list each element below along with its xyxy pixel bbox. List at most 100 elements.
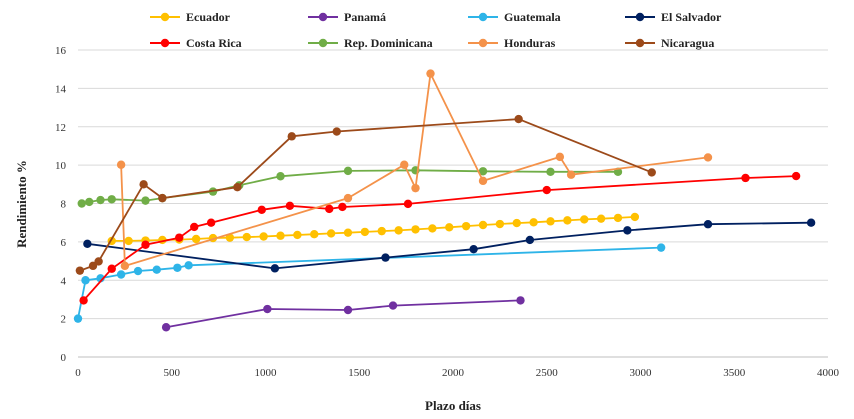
y-tick-label: 2: [61, 314, 67, 326]
data-point: [555, 152, 565, 162]
data-point: [263, 304, 272, 314]
data-point: [703, 220, 713, 229]
series-line: [82, 175, 797, 301]
data-point: [326, 229, 336, 238]
data-point: [120, 261, 130, 271]
data-point: [107, 264, 116, 273]
x-tick-label: 2500: [536, 367, 559, 379]
data-point: [381, 253, 390, 262]
legend-label: Panamá: [344, 10, 386, 24]
data-point: [445, 223, 454, 232]
x-tick-labels: 0 500 1000 1500 2000 2500 3000 3500 4000: [75, 367, 839, 379]
legend-item: Ecuador: [150, 10, 231, 24]
legend-swatch-marker: [478, 38, 488, 48]
legend-item: Costa Rica: [150, 36, 242, 50]
data-point: [703, 153, 713, 162]
series-line: [120, 72, 709, 267]
series-1: [161, 296, 525, 332]
data-point: [478, 220, 488, 230]
legend-swatch-marker: [318, 38, 328, 48]
legend-swatch-marker: [635, 38, 645, 48]
data-point: [806, 218, 816, 227]
legend-swatch-marker: [160, 12, 170, 22]
data-point: [75, 266, 85, 275]
legend-label: Rep. Dominicana: [344, 36, 433, 50]
data-point: [107, 195, 116, 204]
legend-label: Guatemala: [504, 10, 561, 24]
data-point: [426, 69, 435, 78]
legend-label: Costa Rica: [186, 36, 242, 50]
series-6: [116, 69, 713, 271]
data-point: [741, 173, 750, 183]
y-tick-label: 8: [61, 199, 67, 211]
y-tick-labels: 0 2 4 6 8 10 12 14 16: [55, 45, 67, 364]
legend-item: Guatemala: [468, 10, 561, 24]
data-point: [478, 176, 488, 186]
data-point: [613, 213, 623, 223]
legend-label: Nicaragua: [661, 36, 714, 50]
data-point: [566, 170, 576, 179]
data-point: [73, 314, 83, 323]
x-tick-label: 1000: [255, 367, 278, 379]
y-tick-label: 0: [61, 352, 67, 364]
y-tick-label: 10: [55, 160, 67, 172]
legend-swatch-marker: [160, 38, 170, 48]
data-point: [152, 265, 161, 274]
data-point: [116, 270, 126, 279]
data-point: [343, 305, 353, 315]
data-point: [310, 230, 319, 239]
data-point: [77, 199, 86, 208]
data-point: [400, 160, 409, 169]
data-point: [141, 240, 150, 249]
x-tick-label: 3000: [630, 367, 653, 379]
x-tick-label: 1500: [348, 367, 371, 379]
data-point: [191, 234, 201, 244]
data-point: [158, 193, 167, 203]
data-point: [276, 172, 285, 181]
x-tick-label: 500: [164, 367, 181, 379]
y-axis-title: Rendimiento %: [14, 160, 29, 248]
data-point: [343, 166, 353, 176]
data-point: [388, 301, 398, 310]
data-point: [285, 201, 295, 211]
data-point: [360, 227, 370, 237]
legend-label: El Salvador: [661, 10, 722, 24]
legend-item: El Salvador: [625, 10, 722, 24]
data-point: [88, 261, 98, 271]
data-point: [516, 296, 525, 305]
y-tick-label: 14: [55, 83, 67, 95]
data-point: [257, 205, 266, 215]
data-point: [461, 221, 471, 231]
legend-item: Panamá: [308, 10, 386, 24]
data-point: [276, 231, 285, 240]
data-point: [139, 180, 148, 189]
legend: Ecuador Panamá Guatemala El Salvador Costa R…: [150, 10, 722, 50]
series-line: [87, 221, 812, 270]
data-point: [81, 276, 90, 285]
x-tick-label: 4000: [817, 367, 840, 379]
data-point: [175, 233, 184, 242]
data-point: [233, 182, 242, 192]
data-point: [79, 296, 88, 305]
data-point: [184, 261, 193, 270]
data-point: [133, 266, 143, 276]
legend-label: Ecuador: [186, 10, 231, 24]
data-point: [495, 219, 505, 229]
data-point: [325, 204, 334, 214]
data-point: [343, 228, 353, 237]
legend-item: Honduras: [468, 36, 556, 50]
data-point: [287, 132, 296, 141]
legend-label: Honduras: [504, 36, 556, 50]
data-point: [338, 202, 347, 212]
data-point: [161, 323, 171, 332]
data-point: [206, 218, 216, 227]
data-point: [259, 232, 268, 241]
x-tick-label: 2000: [442, 367, 465, 379]
data-point: [124, 236, 133, 246]
y-tick-label: 6: [61, 237, 67, 249]
data-point: [94, 257, 103, 266]
data-point: [242, 232, 251, 242]
data-point: [529, 218, 538, 227]
data-point: [377, 226, 386, 236]
data-point: [96, 274, 105, 283]
